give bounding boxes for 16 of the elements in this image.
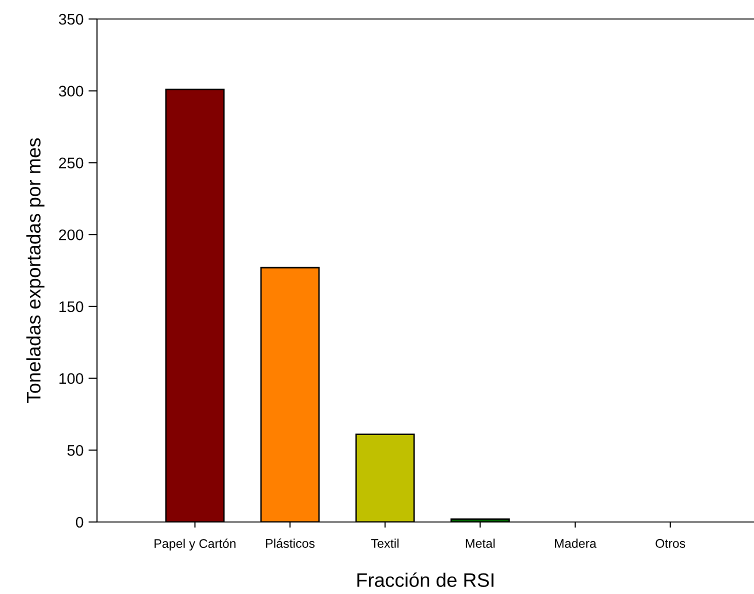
- x-tick-label: Plásticos: [266, 538, 315, 548]
- x-tick-label: Metal: [466, 538, 495, 548]
- x-tick-label: Otros: [656, 538, 686, 548]
- y-tick-label: 250: [59, 158, 84, 168]
- x-tick-label: Papel y Cartón: [154, 538, 236, 550]
- y-tick-label: 200: [59, 229, 84, 240]
- y-tick-label: 100: [59, 373, 84, 384]
- x-axis-title: Fracción de RSI: [357, 572, 494, 587]
- y-tick-label: 50: [67, 445, 84, 456]
- y-tick-label: 300: [58, 86, 84, 97]
- x-tick-label: Madera: [555, 538, 596, 548]
- x-tick-label: Textil: [371, 538, 398, 548]
- y-axis-title: Toneladas exportadas por mes: [26, 138, 44, 403]
- y-tick-label: 350: [58, 14, 84, 25]
- y-tick-label: 0: [76, 516, 84, 528]
- y-tick-label: 150: [59, 301, 84, 312]
